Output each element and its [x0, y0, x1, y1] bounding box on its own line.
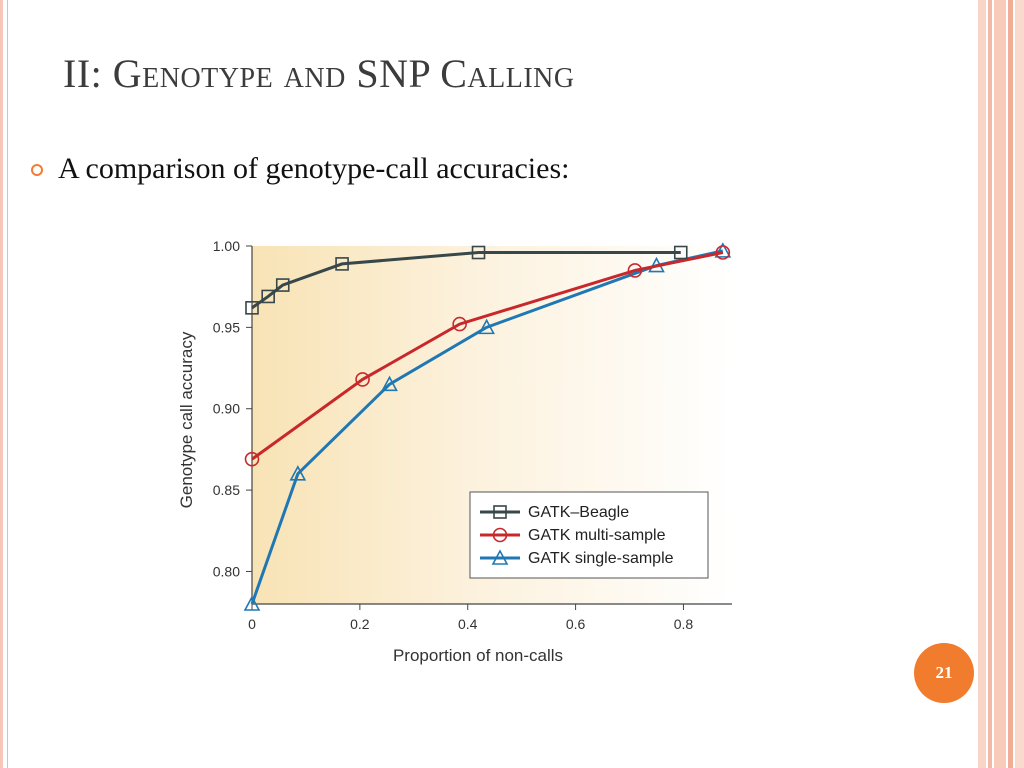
x-tick-label: 0.2 [350, 616, 370, 632]
series-line [251, 251, 681, 310]
right-decor-stripe [978, 0, 986, 768]
legend-item: GATK multi-sample [480, 527, 666, 544]
data-point [673, 245, 688, 260]
data-point [244, 451, 260, 467]
x-tick-label: 0.6 [566, 616, 586, 632]
series-square [245, 245, 688, 315]
y-tick-label: 0.95 [213, 319, 240, 335]
bullet-circle-icon [31, 164, 43, 176]
chart-axes: 0 0.2 0.4 0.6 0.8 0.80 0.85 0.90 0.95 1.00 [213, 238, 732, 632]
data-point [243, 595, 261, 611]
data-point [335, 257, 349, 271]
legend-item: GATK–Beagle [480, 504, 629, 521]
x-axis-label: Proportion of non-calls [393, 646, 563, 665]
accuracy-chart: 0 0.2 0.4 0.6 0.8 0.80 0.85 0.90 0.95 1.00 Propor… [177, 238, 732, 665]
data-point [245, 301, 259, 315]
right-decor-stripe [988, 0, 992, 768]
data-point [381, 375, 398, 392]
legend-item: GATK single-sample [480, 549, 674, 567]
legend-marker [492, 527, 508, 543]
chart-legend: GATK–Beagle GATK multi-sample GATK single-… [469, 491, 709, 579]
x-tick-label: 0.8 [674, 616, 694, 632]
legend-label: GATK single-sample [528, 550, 674, 567]
series-line [251, 251, 724, 461]
data-point [452, 316, 467, 332]
data-point [715, 245, 731, 260]
legend-marker [491, 549, 509, 565]
bullet-item: A comparison of genotype-call accuracies… [31, 152, 569, 186]
x-tick-label: 0.4 [458, 616, 478, 632]
y-axis-label: Genotype call accuracy [177, 331, 196, 508]
y-tick-label: 0.90 [213, 401, 240, 417]
legend-marker [493, 505, 507, 519]
data-point [471, 245, 486, 260]
left-decor-line [7, 0, 8, 768]
data-point [261, 289, 275, 304]
data-point [478, 318, 495, 335]
legend-label: GATK–Beagle [528, 504, 629, 521]
y-tick-label: 1.00 [213, 238, 240, 254]
data-point [355, 372, 370, 387]
chart-series [243, 242, 732, 611]
slide-title: II: Genotype and SNP Calling [63, 51, 575, 96]
right-decor-stripe [1015, 0, 1024, 768]
series-circle [244, 245, 731, 467]
data-point [289, 465, 307, 481]
legend-label: GATK multi-sample [528, 527, 666, 544]
page-number-badge: 21 [914, 643, 974, 703]
data-point [714, 242, 732, 258]
left-decor-stripe [0, 0, 3, 768]
data-point [275, 278, 290, 292]
x-tick-label: 0 [248, 616, 256, 632]
y-tick-label: 0.85 [213, 482, 240, 498]
bullet-text: A comparison of genotype-call accuracies… [58, 152, 570, 185]
y-tick-label: 0.80 [213, 563, 240, 579]
data-point [627, 263, 643, 278]
right-decor-stripe [1008, 0, 1013, 768]
right-decor-stripe [994, 0, 1006, 768]
